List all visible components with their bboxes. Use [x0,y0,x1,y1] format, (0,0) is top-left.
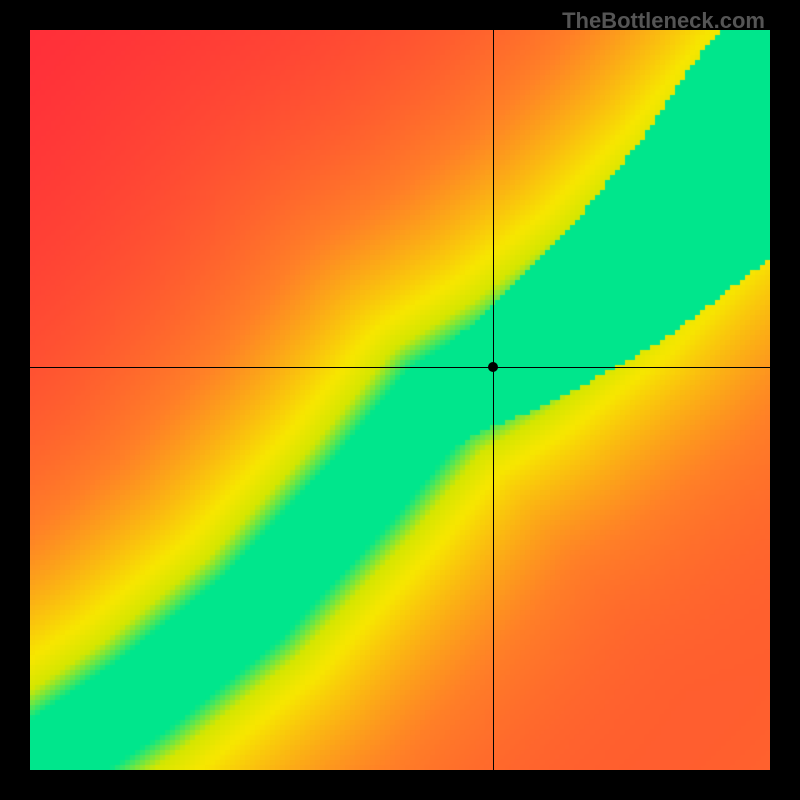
crosshair-marker [488,362,498,372]
heatmap-plot-area [30,30,770,770]
heatmap-canvas [30,30,770,770]
chart-container: TheBottleneck.com [0,0,800,800]
crosshair-horizontal [30,367,770,368]
crosshair-vertical [493,30,494,770]
watermark-text: TheBottleneck.com [562,8,765,34]
